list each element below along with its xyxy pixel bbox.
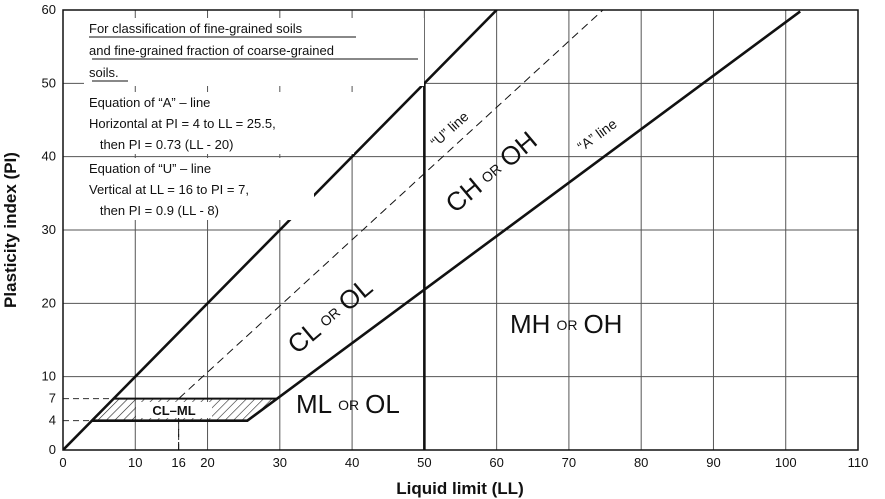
y-tick-label: 30 (42, 222, 56, 237)
x-tick-label: 60 (489, 455, 503, 470)
zone-label-ml-ol: ML OR OL (296, 389, 400, 419)
y-tick-label: 4 (49, 413, 56, 428)
u-eq-line-2: Vertical at LL = 16 to PI = 7, (89, 182, 249, 197)
a-eq-line-3: then PI = 0.73 (LL - 20) (89, 137, 233, 152)
x-tick-label: 100 (775, 455, 797, 470)
a-eq-line-1: Equation of “A” – line (89, 95, 210, 110)
y-tick-label: 50 (42, 75, 56, 90)
x-tick-label: 70 (562, 455, 576, 470)
y-tick-label: 10 (42, 369, 56, 384)
x-tick-label: 10 (128, 455, 142, 470)
note-line-2: and fine-grained fraction of coarse-grai… (89, 43, 334, 58)
x-tick-label: 0 (59, 455, 66, 470)
x-tick-label: 40 (345, 455, 359, 470)
x-tick-label: 80 (634, 455, 648, 470)
x-tick-label: 30 (273, 455, 287, 470)
plot-frame (62, 9, 859, 451)
y-tick-label: 20 (42, 295, 56, 310)
svg-text:CLOROL: CLOROL (282, 272, 379, 360)
y-axis-ticks: 0 4 7 10 20 30 40 50 60 (42, 2, 56, 457)
note-line-1: For classification of fine-grained soils (89, 21, 303, 36)
x-tick-label: 50 (417, 455, 431, 470)
a-line (91, 10, 801, 422)
x-tick-label: 110 (848, 455, 869, 470)
x-tick-label: 90 (706, 455, 720, 470)
a-line-equation: Equation of “A” – line Horizontal at PI … (84, 92, 354, 154)
u-eq-line-1: Equation of “U” – line (89, 161, 211, 176)
x-tick-label: 16 (171, 455, 185, 470)
x-axis-label: Liquid limit (LL) (396, 479, 523, 498)
zone-label-cl-ol: CLOROL (282, 272, 379, 360)
x-axis-ticks: 0 10 16 20 30 40 50 60 70 80 90 100 110 (59, 455, 868, 470)
classification-lines (63, 10, 801, 450)
u-line-equation: Equation of “U” – line Vertical at LL = … (84, 158, 314, 220)
y-tick-label: 40 (42, 149, 56, 164)
a-eq-line-2: Horizontal at PI = 4 to LL = 25.5, (89, 116, 276, 131)
u-line-label: “U” line (427, 108, 471, 150)
y-tick-label: 7 (49, 391, 56, 406)
y-tick-label: 0 (49, 442, 56, 457)
zone-label-mh-oh: MH OR OH (510, 309, 622, 339)
classification-note: For classification of fine-grained soils… (84, 18, 424, 86)
y-axis-label: Plasticity index (PI) (1, 152, 20, 308)
u-line (178, 10, 604, 450)
svg-text:CL–ML: CL–ML (152, 403, 195, 418)
note-line-3: soils. (89, 65, 119, 80)
zone-label-cl-ml: CL–ML (136, 402, 212, 418)
x-tick-label: 20 (200, 455, 214, 470)
y-tick-label: 60 (42, 2, 56, 17)
svg-text:CHOROH: CHOROH (440, 125, 543, 218)
u-eq-line-3: then PI = 0.9 (LL - 8) (89, 203, 219, 218)
zone-label-ch-oh: CHOROH (440, 125, 543, 218)
